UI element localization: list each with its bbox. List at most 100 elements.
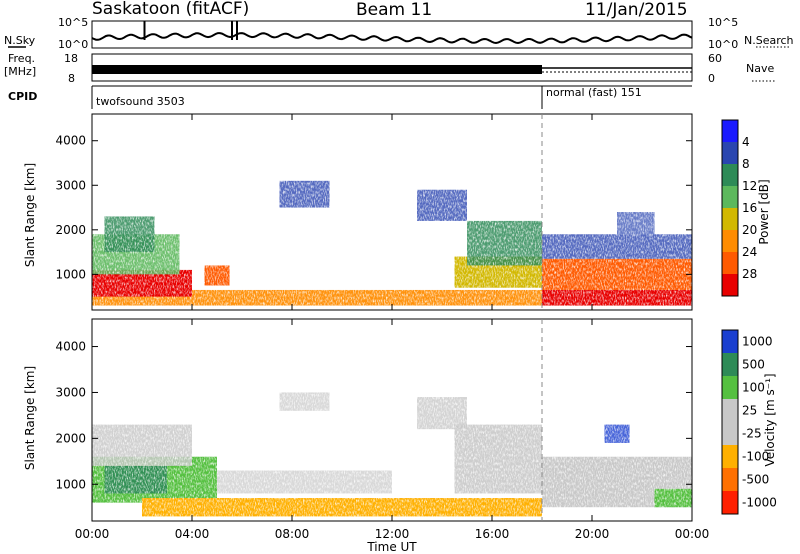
freq-label-1: Freq. [8,52,35,65]
cpid-label: CPID [8,90,37,103]
velocity-cbar-tick-2: 100 [742,381,765,395]
power-cbar-swatch-1 [722,142,738,165]
velocity-rise-grey [454,424,542,494]
velocity-cbar-swatch-5 [722,445,738,469]
time-axis-ticks: 00:00 04:00 08:00 12:00 16:00 20:00 00:00 [75,114,710,541]
velocity-cbar-swatch-2 [722,376,738,400]
freq-label-2: [MHz] [4,65,36,78]
power-y-tick-label-0: 1000 [55,267,86,281]
time-axis-label: Time UT [366,540,417,554]
velocity-colorbar: 1000 500 100 25 -25 -100 -500 -1000 [721,329,777,515]
freq-tick-top: 18 [64,52,78,65]
nave-tick-top: 60 [708,52,722,65]
x-tick-label-5: 20:00 [575,527,610,541]
power-y-label: Slant Range [km] [23,163,37,267]
velocity-cbar-tick-3: 25 [742,404,757,418]
power-cbar-tick-0: 4 [742,135,750,149]
nave-label: Nave [746,62,774,75]
power-13h-patch [417,189,467,221]
velocity-y-label: Slant Range [km] [23,366,37,470]
x-tick-label-2: 08:00 [275,527,310,541]
noise-trace [91,32,693,45]
power-cbar-swatch-7 [722,274,738,297]
date-title: 11/Jan/2015 [585,0,688,20]
power-late-base [542,289,692,306]
power-cbar-tick-2: 12 [742,179,757,193]
cpid-mode-1: twofsound 3503 [96,95,185,108]
velocity-mid-grey [217,470,392,494]
power-late-band [542,258,692,290]
velocity-near-band [142,498,542,517]
velocity-early-dark-green [104,465,167,494]
noise-right-tick-top: 10^5 [708,16,738,29]
velocity-cbar-swatch-6 [722,468,738,492]
x-tick-label-4: 16:00 [475,527,510,541]
power-cbar-swatch-6 [722,252,738,275]
nave-tick-bottom: 0 [708,72,715,85]
noise-panel [91,20,693,49]
velocity-y-tick-label-2: 3000 [55,385,86,399]
velocity-cbar-swatch-3 [722,399,738,423]
power-cbar-tick-3: 16 [742,201,757,215]
power-rise-mid [467,220,542,266]
velocity-8h-patch [279,392,330,411]
velocity-colorbar-label: Velocity [m s⁻¹] [763,373,777,466]
noise-left-tick-bottom: 10^0 [58,38,88,51]
velocity-y-tick-label-3: 4000 [55,340,86,354]
power-cbar-tick-4: 20 [742,223,757,237]
power-21h-patch [617,212,655,235]
x-tick-label-3: 12:00 [375,527,410,541]
power-early-core [92,269,192,297]
cpid-mode-2: normal (fast) 151 [546,86,642,99]
power-early-upper [104,216,155,253]
velocity-cbar-swatch-4 [722,422,738,446]
power-colorbar: 4 8 12 16 20 24 28 [721,119,757,297]
noise-left-label: N.Sky [4,34,36,47]
power-cbar-swatch-4 [722,208,738,231]
site-title: Saskatoon (fitACF) [92,0,249,19]
power-colorbar-label: Power [dB] [757,179,771,244]
velocity-y-tick-label-1: 2000 [55,431,86,445]
velocity-cbar-tick-0: 1000 [742,335,773,349]
power-cbar-swatch-2 [722,164,738,187]
x-tick-label-0: 00:00 [75,527,110,541]
velocity-cbar-swatch-1 [722,353,738,377]
velocity-21h-blue [604,424,630,443]
velocity-y-ticks: 1000 2000 3000 4000 [55,340,692,491]
velocity-cbar-tick-6: -500 [742,473,769,487]
power-cbar-swatch-0 [722,120,738,143]
power-cbar-swatch-5 [722,230,738,253]
velocity-early-grey [92,424,192,466]
power-8h-patch [279,180,330,208]
power-y-tick-label-1: 2000 [55,223,86,237]
noise-right-tick-bottom: 10^0 [708,38,738,51]
power-4h-patch [204,265,230,286]
velocity-cbar-tick-7: -1000 [742,496,777,510]
power-cbar-frame [721,119,739,297]
power-late-upper [542,234,692,259]
velocity-y-tick-label-0: 1000 [55,477,86,491]
noise-right-label: N.Search [744,34,794,47]
velocity-cbar-swatch-0 [722,330,738,354]
velocity-cbar-tick-5: -100 [742,450,769,464]
power-y-tick-label-3: 4000 [55,134,86,148]
freq-tick-bottom: 8 [68,72,75,85]
velocity-late-green [654,488,692,508]
power-cbar-tick-5: 24 [742,245,757,259]
velocity-13h-patch [417,397,467,430]
velocity-cbar-tick-1: 500 [742,358,765,372]
noise-left-tick-top: 10^5 [58,16,88,29]
velocity-cbar-swatch-7 [722,491,738,515]
x-tick-label-6: 00:00 [675,527,710,541]
freq-band [92,65,542,74]
velocity-cbar-frame [721,329,739,515]
power-y-ticks: 1000 2000 3000 4000 [55,134,692,281]
velocity-cbar-tick-4: -25 [742,427,762,441]
power-echoes [92,180,692,306]
velocity-echoes [92,392,692,517]
power-y-tick-label-2: 3000 [55,178,86,192]
power-cbar-tick-6: 28 [742,267,757,281]
x-tick-label-1: 04:00 [175,527,210,541]
beam-title: Beam 11 [356,0,432,20]
